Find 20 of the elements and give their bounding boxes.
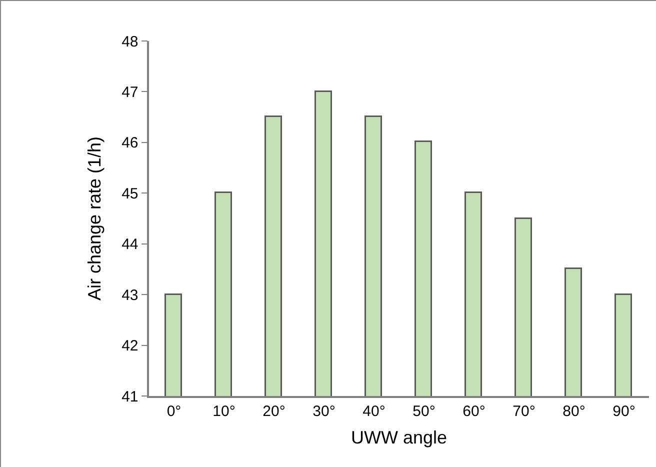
y-tick-label: 44 [122,236,138,254]
x-tick-label: 90° [612,402,636,420]
x-tick-label: 80° [562,402,586,420]
x-tick-label: 20° [262,402,286,420]
x-tick-label: 30° [312,402,336,420]
y-tick-label: 45 [122,185,138,202]
x-tick-label: 50° [412,402,436,420]
x-tick-label: 40° [362,402,386,420]
y-tick-label: 47 [122,84,138,101]
y-tick-label: 43 [122,286,138,304]
y-axis-title: Air change rate (1/h) [84,136,104,301]
x-tick-label: 0° [166,402,182,420]
x-tick-label: 70° [512,402,536,420]
x-axis-title: UWW angle [350,427,448,448]
y-tick-label: 41 [122,388,138,406]
y-tick-label: 48 [122,33,138,50]
y-tick-label: 42 [122,338,138,355]
x-tick-label: 10° [212,402,236,420]
x-tick-label: 60° [462,402,486,420]
y-tick-label: 46 [122,134,138,152]
